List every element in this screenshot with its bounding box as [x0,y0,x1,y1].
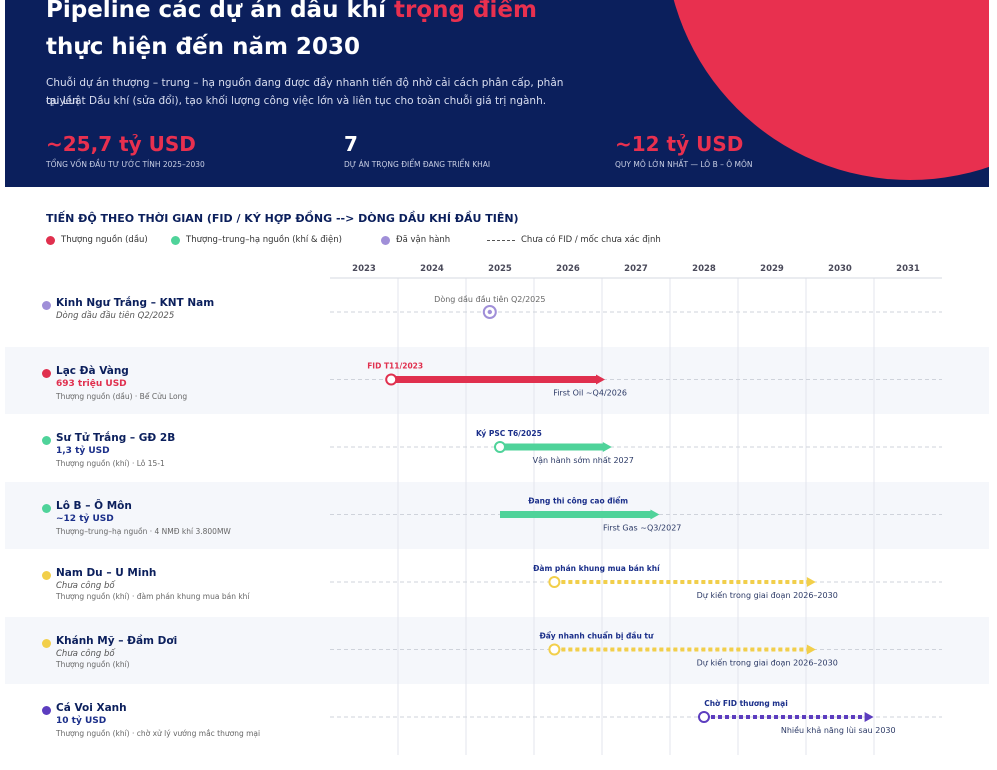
row-background [5,481,989,549]
start-marker [548,643,561,656]
timeline-label-above: FID T11/2023 [367,362,423,371]
legend-dot [46,235,55,245]
timeline-label-above: Đàm phán khung mua bán khí [533,564,660,573]
project-subtitle: Thượng nguồn (khí) · Lô 15-1 [56,459,165,468]
page-title-line2: thực hiện đến năm 2030 [46,34,360,60]
project-dot [42,368,51,378]
row-background [5,616,989,684]
start-marker [698,711,710,723]
project-subtitle: Thượng nguồn (dầu) · Bể Cửu Long [56,391,188,401]
timeline-arrow [864,712,874,722]
year-tick-label: 2028 [692,264,716,274]
stat-total-investment-label: TỔNG VỐN ĐẦU TƯ ƯỚC TÍNH 2025–2030 [46,160,205,169]
project-subtitle: Thượng nguồn (khí) · chờ xử lý vướng mắc… [56,729,261,738]
project-status: Chưa công bố [56,648,115,659]
legend-item-upstream-oil: Thượng nguồn (dầu) [46,235,148,245]
timeline-label-above: Đẩy nhanh chuẩn bị đầu tư [539,632,654,641]
legend-item-no-fid: Chưa có FID / mốc chưa xác định [487,235,661,245]
project-name: Khánh Mỹ – Đầm Dơi [56,634,178,647]
year-tick-label: 2026 [556,264,580,274]
legend-dot [171,235,180,245]
legend-dash [487,239,515,241]
project-subtitle: Thượng–trung–hạ nguồn · 4 NMĐ khí 3.800M… [56,526,231,536]
project-dot [42,571,51,580]
year-tick-label: 2031 [896,264,920,274]
project-dot [42,503,51,513]
timeline-arrow [806,577,816,587]
project-dot [42,436,51,445]
legend-dot [381,235,390,245]
page-title: Pipeline các dự án dầu khí trọng điểm [46,0,537,23]
description-line1: Chuỗi dự án thượng – trung – hạ nguồn đa… [46,77,564,107]
milestone-center [487,309,492,315]
project-name: Kinh Ngư Trắng – KNT Nam [56,297,215,309]
section-title: TIẾN ĐỘ THEO THỜI GIAN (FID / KÝ HỢP ĐỒN… [46,212,519,225]
timeline-arrow [650,509,660,520]
timeline-label-below: Vận hành sớm nhất 2027 [533,455,634,466]
project-subtitle: Thượng nguồn (khí) · đàm phán khung mua … [56,592,250,601]
year-tick-label: 2027 [624,264,648,274]
start-marker [494,441,506,453]
header-banner: Pipeline các dự án dầu khí trọng điểm th… [5,0,989,187]
project-dot [42,301,51,310]
project-name: Lạc Đà Vàng [56,364,129,377]
project-subtitle: Thượng nguồn (khí) [56,659,130,669]
legend-item-operating: Đã vận hành [381,235,450,245]
timeline-arrow [806,644,816,655]
milestone-label: Dòng dầu đầu tiên Q2/2025 [434,294,545,304]
description-line2: tại Luật Dầu khí (sửa đổi), tạo khối lượ… [46,95,547,107]
timeline-label-below: Dự kiến trong giai đoạn 2026–2030 [697,658,838,669]
project-value: 693 triệu USD [56,378,127,389]
project-name: Cá Voi Xanh [56,702,127,714]
timeline-arrow [596,374,605,385]
timeline-label-above: Chờ FID thương mại [704,699,788,708]
project-status: Dòng dầu đầu tiên Q2/2025 [56,311,175,321]
project-name: Lô B – Ô Môn [56,499,132,512]
timeline-label-below: First Oil ~Q4/2026 [553,389,627,398]
year-tick-label: 2029 [760,264,784,274]
year-tick-label: 2030 [828,264,852,274]
project-value: 10 tỷ USD [56,716,107,726]
timeline-label-above: Ký PSC T6/2025 [476,429,542,438]
stat-total-investment-value: ~25,7 tỷ USD [46,132,196,156]
year-tick-label: 2025 [488,264,512,274]
stat-project-count-label: DỰ ÁN TRỌNG ĐIỂM ĐANG TRIỂN KHAI [344,160,491,169]
start-marker [385,373,398,386]
project-dot [42,638,51,648]
project-name: Nam Du – U Minh [56,567,157,579]
year-tick-label: 2023 [352,264,376,274]
start-marker [548,576,561,588]
timeline-label-below: Nhiều khả năng lùi sau 2030 [781,725,896,735]
stat-largest-scale-value: ~12 tỷ USD [615,132,744,156]
timeline-label-above: Đang thi công cao điểm [528,497,628,506]
year-tick-label: 2024 [420,264,444,274]
timeline-label-below: Dự kiến trong giai đoạn 2026–2030 [697,590,838,601]
project-value: 1,3 tỷ USD [56,446,110,456]
timeline-arrow [602,442,612,452]
stat-project-count-value: 7 [344,132,358,156]
project-dot [42,706,51,715]
project-status: Chưa công bố [56,581,115,591]
legend-item-gas-power: Thượng–trung–hạ nguồn (khí & điện) [171,235,342,245]
stat-largest-scale-label: QUY MÔ LỚN NHẤT — LÔ B – Ô MÔN [615,160,753,169]
project-value: ~12 tỷ USD [56,513,114,524]
project-name: Sư Tử Trắng – GĐ 2B [56,432,176,444]
timeline-label-below: First Gas ~Q3/2027 [603,524,681,533]
